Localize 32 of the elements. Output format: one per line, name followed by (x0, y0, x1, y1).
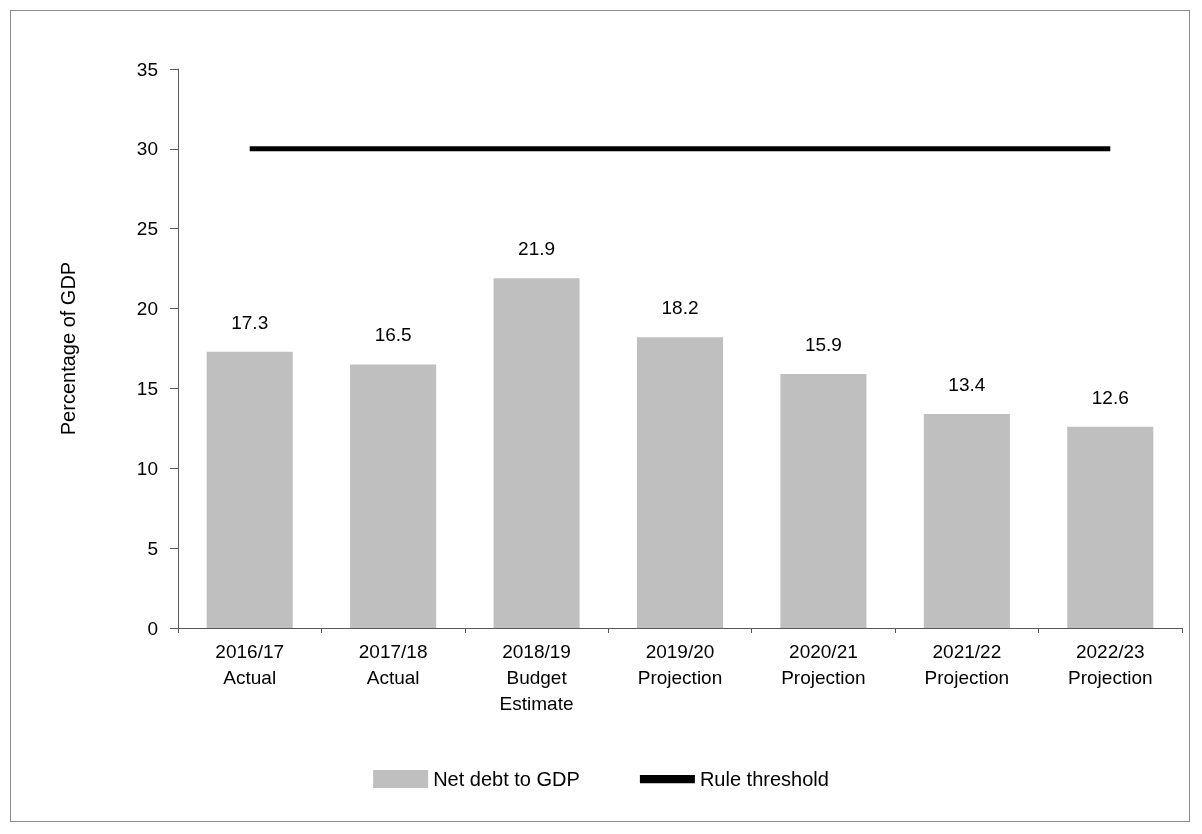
data-label: 12.6 (1091, 386, 1129, 408)
bar (780, 374, 867, 628)
x-tick-label: 2018/19 Budget Estimate (499, 640, 574, 714)
bar (923, 413, 1010, 628)
x-tick-label: 2016/17 Actual (215, 640, 285, 688)
data-label: 13.4 (948, 373, 986, 395)
bar (206, 351, 293, 628)
y-tick-label: 5 (147, 537, 158, 559)
data-label: 21.9 (518, 238, 556, 260)
y-tick-label: 0 (147, 617, 158, 639)
y-tick-label: 30 (136, 138, 158, 160)
data-label: 15.9 (804, 334, 842, 356)
y-axis-title: Percentage of GDP (57, 261, 79, 436)
data-label: 17.3 (231, 311, 269, 333)
y-tick-label: 15 (136, 377, 158, 399)
bar (1067, 426, 1154, 628)
legend-label: Net debt to GDP (433, 768, 580, 790)
bar (636, 337, 724, 628)
bar (350, 364, 437, 628)
x-tick-label: 2022/23 Projection (1068, 640, 1153, 688)
y-tick-label: 25 (136, 218, 158, 240)
x-tick-label: 2020/21 Projection (781, 640, 866, 688)
y-tick-label: 20 (136, 298, 158, 320)
bar (493, 278, 580, 628)
data-label: 16.5 (374, 324, 412, 346)
y-tick-label: 35 (136, 58, 158, 80)
x-tick-label: 2019/20 Projection (637, 640, 723, 688)
y-tick-label: 10 (136, 457, 158, 479)
x-tick-label: 2021/22 Projection (924, 640, 1010, 688)
legend-label: Rule threshold (699, 768, 829, 790)
data-label: 18.2 (661, 297, 699, 319)
x-tick-label: 2017/18 Actual (358, 640, 428, 688)
